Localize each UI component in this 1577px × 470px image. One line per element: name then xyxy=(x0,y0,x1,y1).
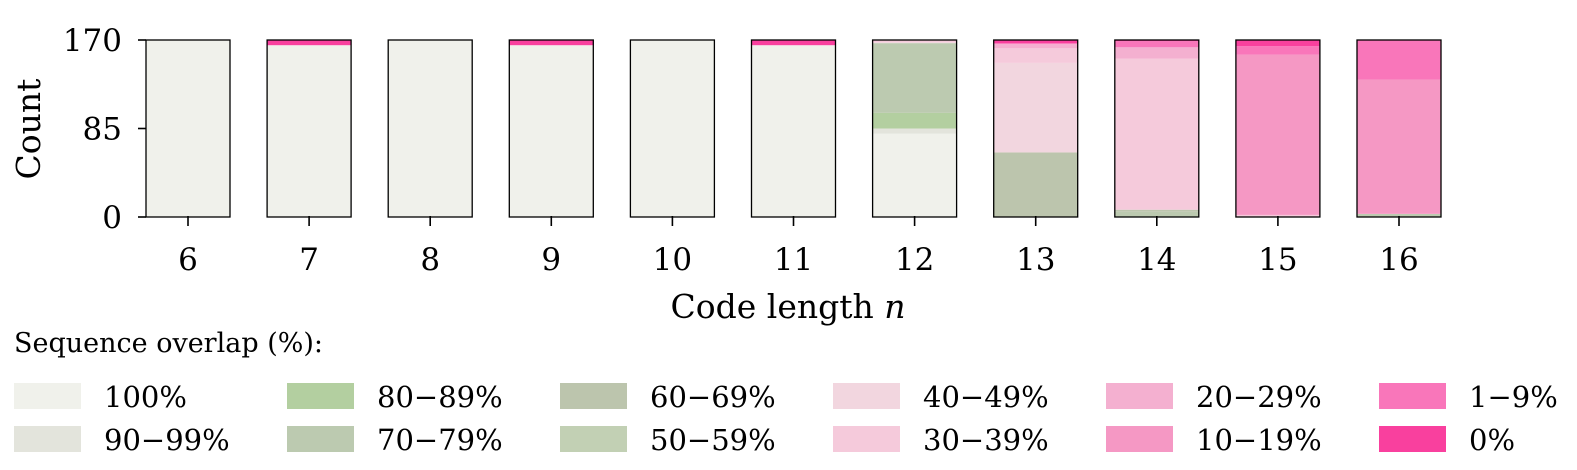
y-tick-label: 85 xyxy=(83,112,122,148)
legend-swatch xyxy=(1106,426,1173,452)
legend-swatch xyxy=(560,383,627,409)
bar-segment xyxy=(872,112,957,129)
bar-segment xyxy=(267,45,352,217)
x-tick-label: 12 xyxy=(895,242,934,278)
legend-label: 80−89% xyxy=(377,380,503,414)
y-tick-label: 170 xyxy=(63,23,122,59)
bar-segment xyxy=(872,42,957,44)
bar-segment xyxy=(1114,209,1199,212)
bar-segment xyxy=(267,40,352,46)
bar-segment xyxy=(388,40,473,217)
bar-segment xyxy=(872,40,957,43)
bar-segment xyxy=(993,152,1078,217)
bar-segment xyxy=(630,40,715,217)
legend-item: 70−79% xyxy=(287,423,503,457)
x-tick-label: 15 xyxy=(1258,242,1297,278)
legend-swatch xyxy=(287,383,354,409)
bar-segment xyxy=(993,40,1078,44)
legend-swatch xyxy=(833,383,900,409)
legend-label: 60−69% xyxy=(650,380,776,414)
x-tick-label: 14 xyxy=(1137,242,1176,278)
bar-segment xyxy=(1114,58,1199,210)
legend-item: 50−59% xyxy=(560,423,776,457)
legend-title: Sequence overlap (%): xyxy=(14,328,323,359)
legend-label: 0% xyxy=(1469,423,1515,457)
legend-swatch xyxy=(1379,426,1446,452)
legend-swatch xyxy=(14,426,81,452)
bar-segment xyxy=(1235,40,1320,47)
legend-swatch xyxy=(1379,383,1446,409)
x-tick-label: 13 xyxy=(1016,242,1055,278)
x-tick-label: 16 xyxy=(1379,242,1418,278)
bar-segment xyxy=(872,133,957,217)
legend-label: 30−39% xyxy=(923,423,1049,457)
legend-label: 40−49% xyxy=(923,380,1049,414)
bar-segment xyxy=(509,40,594,46)
bar-segment xyxy=(1114,211,1199,217)
bar-segment xyxy=(146,40,230,217)
axis-layer: 0 85 170 6 7 8 9 10 11 12 13 14 15 16 xyxy=(63,23,1419,278)
legend-item: 0% xyxy=(1379,423,1515,457)
legend-swatch xyxy=(1106,383,1173,409)
bar-segment xyxy=(1235,54,1320,215)
x-axis-label: Code length n xyxy=(671,287,906,326)
legend-item: 1−9% xyxy=(1379,380,1558,414)
legend-item: 60−69% xyxy=(560,380,776,414)
legend-item: 30−39% xyxy=(833,423,1049,457)
bar-segment xyxy=(1357,213,1441,217)
legend-swatch xyxy=(14,383,81,409)
bar-segment xyxy=(1235,214,1320,217)
x-tick-label: 11 xyxy=(774,242,813,278)
legend-item: 100% xyxy=(14,380,187,414)
legend-item: 80−89% xyxy=(287,380,503,414)
legend-label: 20−29% xyxy=(1196,380,1322,414)
bar-segment xyxy=(993,43,1078,45)
legend-item: 90−99% xyxy=(14,423,230,457)
bar-segment xyxy=(751,45,836,217)
bar-segment xyxy=(993,48,1078,63)
x-tick-label: 10 xyxy=(653,242,692,278)
legend-label: 50−59% xyxy=(650,423,776,457)
legend-swatch xyxy=(287,426,354,452)
bar-segment xyxy=(1357,40,1441,80)
legend-label: 10−19% xyxy=(1196,423,1322,457)
bar-segment xyxy=(993,62,1078,153)
bar-segment xyxy=(1357,79,1441,214)
bars-layer xyxy=(145,39,1442,218)
y-axis-label: Count xyxy=(9,79,48,180)
x-tick-label: 7 xyxy=(299,242,319,278)
bar-segment xyxy=(509,45,594,217)
legend-item: 10−19% xyxy=(1106,423,1322,457)
legend: 100% 90−99% 80−89% 70−79% 60−69% 50−59% 40−49%… xyxy=(14,380,1558,457)
legend-swatch xyxy=(560,426,627,452)
legend-label: 90−99% xyxy=(104,423,230,457)
x-tick-label: 6 xyxy=(178,242,198,278)
legend-swatch xyxy=(833,426,900,452)
bar-segment xyxy=(1114,47,1199,59)
x-tick-label: 8 xyxy=(420,242,440,278)
x-tick-label: 9 xyxy=(541,242,561,278)
legend-item: 40−49% xyxy=(833,380,1049,414)
bar-segment xyxy=(993,44,1078,49)
y-tick-label: 0 xyxy=(102,200,122,236)
bar-segment xyxy=(751,40,836,46)
legend-item: 20−29% xyxy=(1106,380,1322,414)
bar-segment xyxy=(872,128,957,134)
legend-label: 100% xyxy=(104,380,187,414)
bar-segment xyxy=(1235,46,1320,55)
legend-label: 1−9% xyxy=(1469,380,1558,414)
bar-segment xyxy=(1114,41,1199,48)
legend-label: 70−79% xyxy=(377,423,503,457)
bar-segment xyxy=(872,43,957,113)
